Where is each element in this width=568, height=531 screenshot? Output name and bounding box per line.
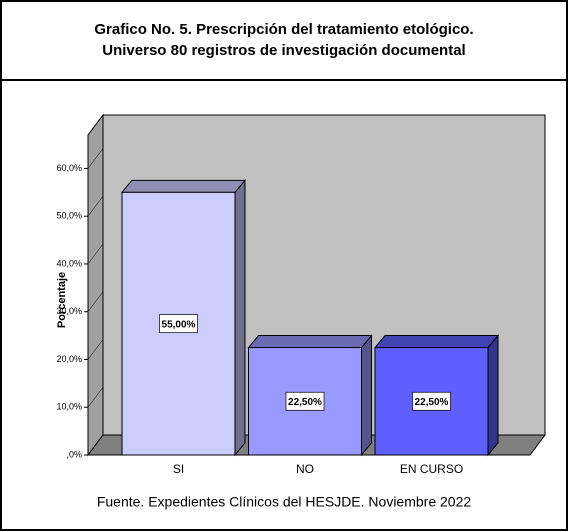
value-label: 55,00% (162, 319, 196, 330)
grid-line (87, 339, 104, 360)
y-axis-label: Porcentaje (56, 272, 68, 328)
bar-side (234, 178, 246, 457)
grid-line (87, 243, 104, 265)
value-label: 22,50% (415, 397, 449, 408)
bar-side (487, 334, 499, 457)
bar-top (247, 335, 373, 349)
chart-subtitle: Universo 80 registros de investigación d… (102, 42, 465, 59)
chart-title: Grafico No. 5. Prescripción del tratamie… (94, 21, 473, 38)
y-tick-label: 60,0% (56, 163, 82, 173)
value-label-box (412, 391, 451, 411)
bar-top (373, 335, 500, 349)
y-tick-label: ,0% (66, 449, 82, 459)
y-tick-label: 40,0% (56, 258, 82, 268)
x-tick-label: SI (173, 462, 184, 476)
grid-line (87, 196, 104, 217)
bar-top (120, 179, 247, 193)
x-tick-label: EN CURSO (400, 462, 463, 476)
value-label-box (285, 391, 325, 411)
y-tick-label: 30,0% (56, 306, 82, 316)
grid-line (87, 434, 104, 456)
value-label-box (159, 314, 198, 334)
bar-side (361, 334, 372, 457)
value-label: 22,50% (288, 397, 322, 408)
x-tick-label: NO (296, 462, 314, 476)
grid-line (87, 148, 104, 169)
y-tick-label: 50,0% (56, 211, 82, 221)
y-tick-label: 10,0% (56, 402, 82, 412)
y-tick-label: 20,0% (56, 354, 82, 364)
grid-line (87, 387, 104, 408)
footer: Fuente. Expedientes Clínicos del HESJDE.… (97, 494, 472, 510)
grid-line (87, 291, 104, 312)
